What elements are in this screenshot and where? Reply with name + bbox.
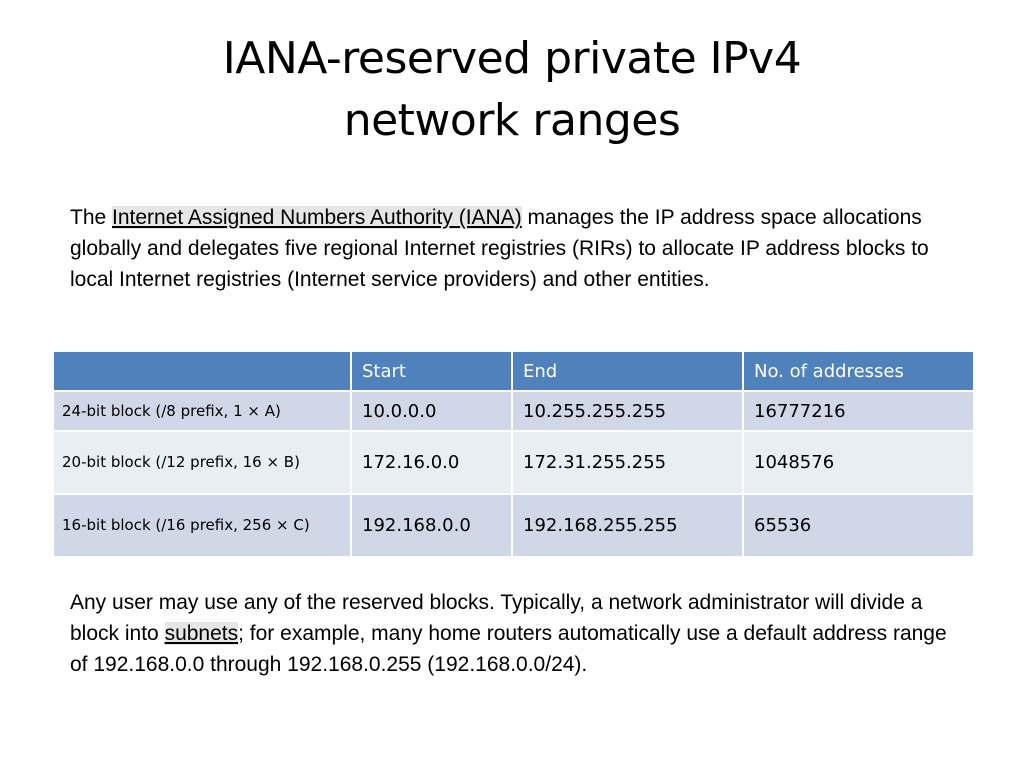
slide-title-line-1: IANA-reserved private IPv4 — [222, 33, 802, 84]
header-end: End — [511, 350, 744, 392]
start-cell: 10.0.0.0 — [350, 390, 513, 432]
row-label: 16-bit block (/16 prefix, 256 × C) — [52, 493, 352, 558]
start-cell: 172.16.0.0 — [350, 430, 513, 495]
count-cell: 16777216 — [742, 390, 975, 432]
outro-after: ; for example, many home routers automat… — [70, 622, 947, 676]
outro-before: Any user may use any of the reserved blo… — [70, 591, 923, 645]
intro-rest: manages the IP address space allocations… — [70, 206, 929, 291]
header-blank — [52, 350, 352, 392]
end-cell: 172.31.255.255 — [511, 430, 744, 495]
slide-title: IANA-reserved private IPv4 network range… — [100, 28, 924, 152]
private-ranges-table: Start End No. of addresses 24-bit block … — [52, 350, 975, 558]
iana-link[interactable]: Internet Assigned Numbers Authority (IAN… — [112, 206, 522, 229]
row-label: 24-bit block (/8 prefix, 1 × A) — [52, 390, 352, 432]
start-cell: 192.168.0.0 — [350, 493, 513, 558]
row-label: 20-bit block (/12 prefix, 16 × B) — [52, 430, 352, 495]
end-cell: 10.255.255.255 — [511, 390, 744, 432]
header-start: Start — [350, 350, 513, 392]
table-row: 16-bit block (/16 prefix, 256 × C) 192.1… — [52, 493, 975, 558]
table-row: 24-bit block (/8 prefix, 1 × A) 10.0.0.0… — [52, 390, 975, 432]
count-cell: 1048576 — [742, 430, 975, 495]
header-count: No. of addresses — [742, 350, 975, 392]
outro-paragraph: Any user may use any of the reserved blo… — [70, 587, 950, 680]
subnets-link[interactable]: subnets — [164, 622, 239, 645]
intro-prefix: The — [70, 206, 113, 229]
table-header-row: Start End No. of addresses — [52, 350, 975, 392]
end-cell: 192.168.255.255 — [511, 493, 744, 558]
count-cell: 65536 — [742, 493, 975, 558]
slide-title-line-2: network ranges — [343, 95, 681, 146]
table-row: 20-bit block (/12 prefix, 16 × B) 172.16… — [52, 430, 975, 495]
intro-paragraph: The Internet Assigned Numbers Authority … — [70, 202, 950, 295]
